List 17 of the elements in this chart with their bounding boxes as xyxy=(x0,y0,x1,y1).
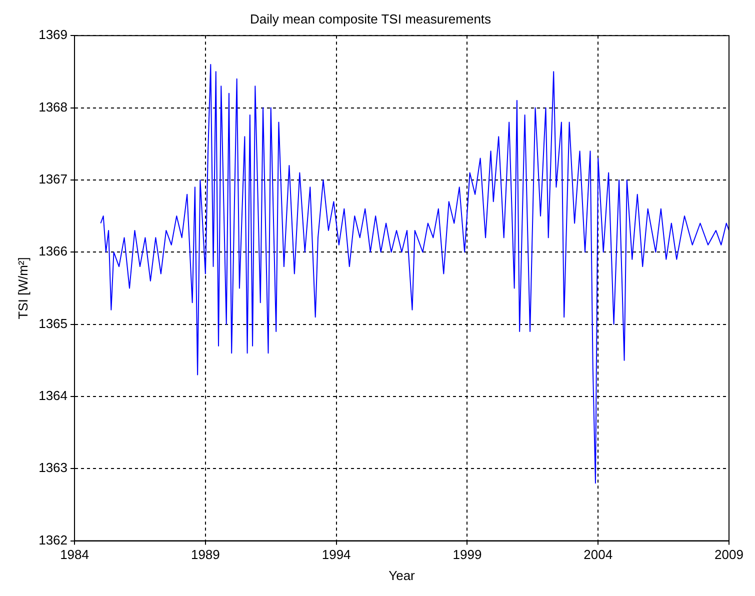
y-tick-label: 1366 xyxy=(38,244,68,259)
x-tick-label: 1994 xyxy=(322,547,351,562)
y-tick-label: 1367 xyxy=(38,172,68,187)
x-tick-label: 2009 xyxy=(714,547,744,562)
chart-title: Daily mean composite TSI measurements xyxy=(250,11,492,26)
y-tick-label: 1365 xyxy=(38,316,68,331)
y-tick-label: 1369 xyxy=(38,27,68,42)
x-tick-label: 1999 xyxy=(452,547,482,562)
y-axis-title: TSI [W/m²] xyxy=(15,257,30,320)
y-tick-label: 1364 xyxy=(38,388,68,404)
y-tick-label: 1368 xyxy=(38,99,68,114)
y-tick-label: 1362 xyxy=(38,532,68,548)
y-tick-label: 1363 xyxy=(38,460,68,476)
x-axis-title: Year xyxy=(388,568,416,583)
x-tick-label: 1989 xyxy=(190,547,220,562)
x-tick-label: 1984 xyxy=(60,547,89,562)
x-tick-label: 2004 xyxy=(584,547,613,562)
